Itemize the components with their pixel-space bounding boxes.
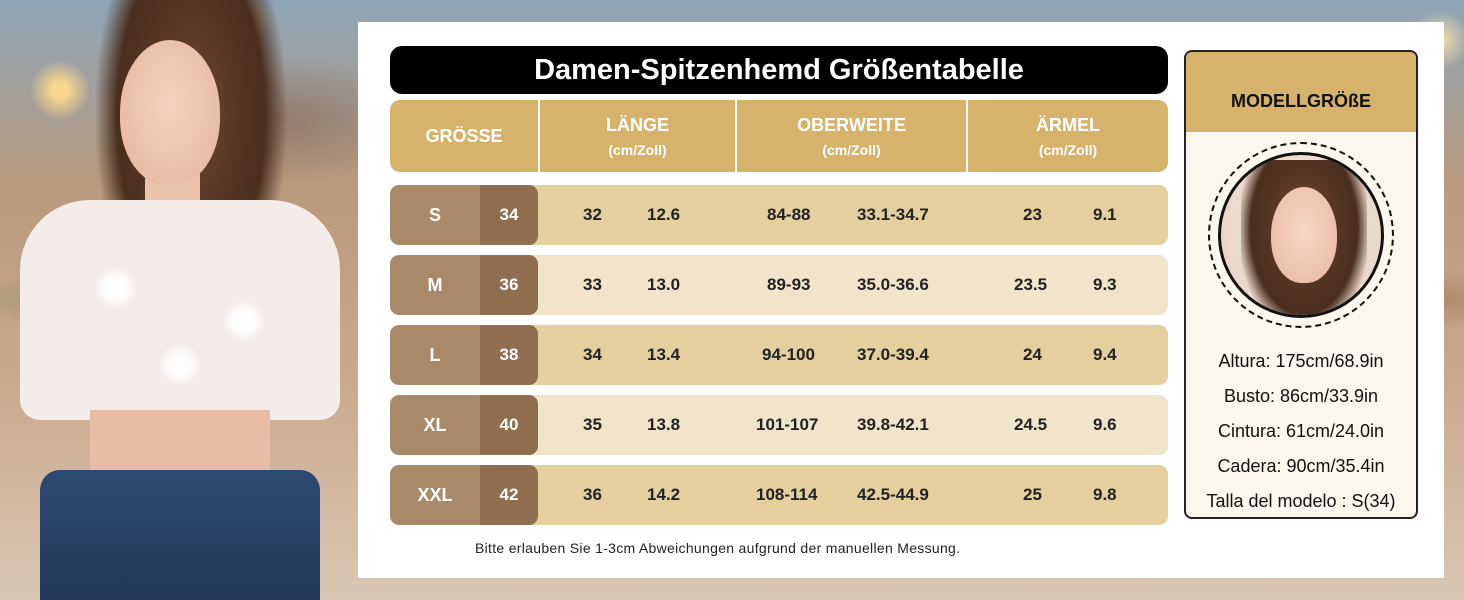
size-label: XXL <box>390 465 480 525</box>
model-height: Altura: 175cm/68.9in <box>1218 351 1384 371</box>
bust-cm: 108-114 <box>756 485 818 504</box>
size-label: S <box>390 185 480 245</box>
header-length-unit: (cm/Zoll) <box>608 141 667 158</box>
length-cm: 36 <box>583 485 602 504</box>
sleeve-cm: 23 <box>1023 205 1042 224</box>
eu-size: 42 <box>480 465 538 525</box>
model-size: Talla del modelo : S(34) <box>1206 491 1396 511</box>
header-length: LÄNGE (cm/Zoll) <box>538 100 735 172</box>
length-in: 14.2 <box>647 485 681 504</box>
model-size-heading: MODELLGRÖßE <box>1186 52 1416 132</box>
header-length-label: LÄNGE <box>606 114 669 135</box>
bust-in: 35.0-36.6 <box>857 275 929 294</box>
length-cm: 33 <box>583 275 602 294</box>
lace-top <box>20 200 340 420</box>
bust-cm: 84-88 <box>767 205 811 224</box>
size-label: XL <box>390 395 480 455</box>
eu-size: 40 <box>480 395 538 455</box>
header-size: GRÖSSE <box>390 100 538 172</box>
model-waist: Cintura: 61cm/24.0in <box>1217 421 1385 441</box>
bust-cm: 101-107 <box>756 415 819 434</box>
sleeve-cm: 24 <box>1023 345 1042 364</box>
table-row: M 36 33 13.0 89-93 35.0-36.6 23.5 9.3 <box>390 255 1168 315</box>
table-row: S 34 32 12.6 84-88 33.1-34.7 23 9.1 <box>390 185 1168 245</box>
sleeve-cm: 24.5 <box>1014 415 1048 434</box>
length-cm: 32 <box>583 205 602 224</box>
bust-cm: 94-100 <box>762 345 815 364</box>
model-bust: Busto: 86cm/33.9in <box>1223 386 1379 406</box>
table-row: XXL 42 36 14.2 108-114 42.5-44.9 25 9.8 <box>390 465 1168 525</box>
length-in: 13.0 <box>647 275 681 294</box>
length-in: 13.8 <box>647 415 681 434</box>
model-midriff <box>90 410 270 480</box>
length-cm: 34 <box>583 345 602 364</box>
header-sleeve-label: ÄRMEL <box>1036 114 1100 135</box>
eu-size: 34 <box>480 185 538 245</box>
size-label: M <box>390 255 480 315</box>
bust-cm: 89-93 <box>767 275 811 294</box>
model-jeans <box>40 470 320 600</box>
model-size-panel: MODELLGRÖßE Altura: 175cm/68.9in Busto: … <box>1184 50 1418 519</box>
length-in: 13.4 <box>647 345 681 364</box>
header-bust-unit: (cm/Zoll) <box>822 141 881 158</box>
eu-size: 36 <box>480 255 538 315</box>
portrait-face <box>1271 187 1337 283</box>
sleeve-in: 9.4 <box>1093 345 1117 364</box>
model-face <box>120 40 220 185</box>
bust-in: 42.5-44.9 <box>857 485 929 504</box>
model-hips: Cadera: 90cm/35.4in <box>1217 456 1385 476</box>
model-portrait <box>1218 152 1384 318</box>
header-bust: OBERWEITE (cm/Zoll) <box>735 100 966 172</box>
chart-title: Damen-Spitzenhemd Größentabelle <box>390 46 1168 94</box>
size-chart-card: Damen-Spitzenhemd Größentabelle GRÖSSE L… <box>358 22 1444 578</box>
bust-in: 39.8-42.1 <box>857 415 929 434</box>
header-bust-label: OBERWEITE <box>797 114 906 135</box>
sleeve-cm: 23.5 <box>1014 275 1048 294</box>
sleeve-in: 9.3 <box>1093 275 1117 294</box>
sleeve-in: 9.8 <box>1093 485 1117 504</box>
header-sleeve: ÄRMEL (cm/Zoll) <box>966 100 1168 172</box>
length-cm: 35 <box>583 415 602 434</box>
sleeve-cm: 25 <box>1023 485 1042 504</box>
size-label: L <box>390 325 480 385</box>
table-row: L 38 34 13.4 94-100 37.0-39.4 24 9.4 <box>390 325 1168 385</box>
measurement-note: Bitte erlauben Sie 1-3cm Abweichungen au… <box>475 540 961 556</box>
bust-in: 33.1-34.7 <box>857 205 929 224</box>
portrait-frame <box>1208 142 1394 328</box>
header-sleeve-unit: (cm/Zoll) <box>1038 141 1098 158</box>
model-photo <box>0 0 360 600</box>
table-header: GRÖSSE LÄNGE (cm/Zoll) OBERWEITE (cm/Zol… <box>390 100 1168 172</box>
model-measurements: Altura: 175cm/68.9in Busto: 86cm/33.9in … <box>1186 344 1416 517</box>
sleeve-in: 9.6 <box>1093 415 1117 434</box>
bust-in: 37.0-39.4 <box>857 345 929 364</box>
length-in: 12.6 <box>647 205 681 224</box>
header-size-label: GRÖSSE <box>425 125 503 146</box>
table-row: XL 40 35 13.8 101-107 39.8-42.1 24.5 9.6 <box>390 395 1168 455</box>
sleeve-in: 9.1 <box>1093 205 1117 224</box>
eu-size: 38 <box>480 325 538 385</box>
